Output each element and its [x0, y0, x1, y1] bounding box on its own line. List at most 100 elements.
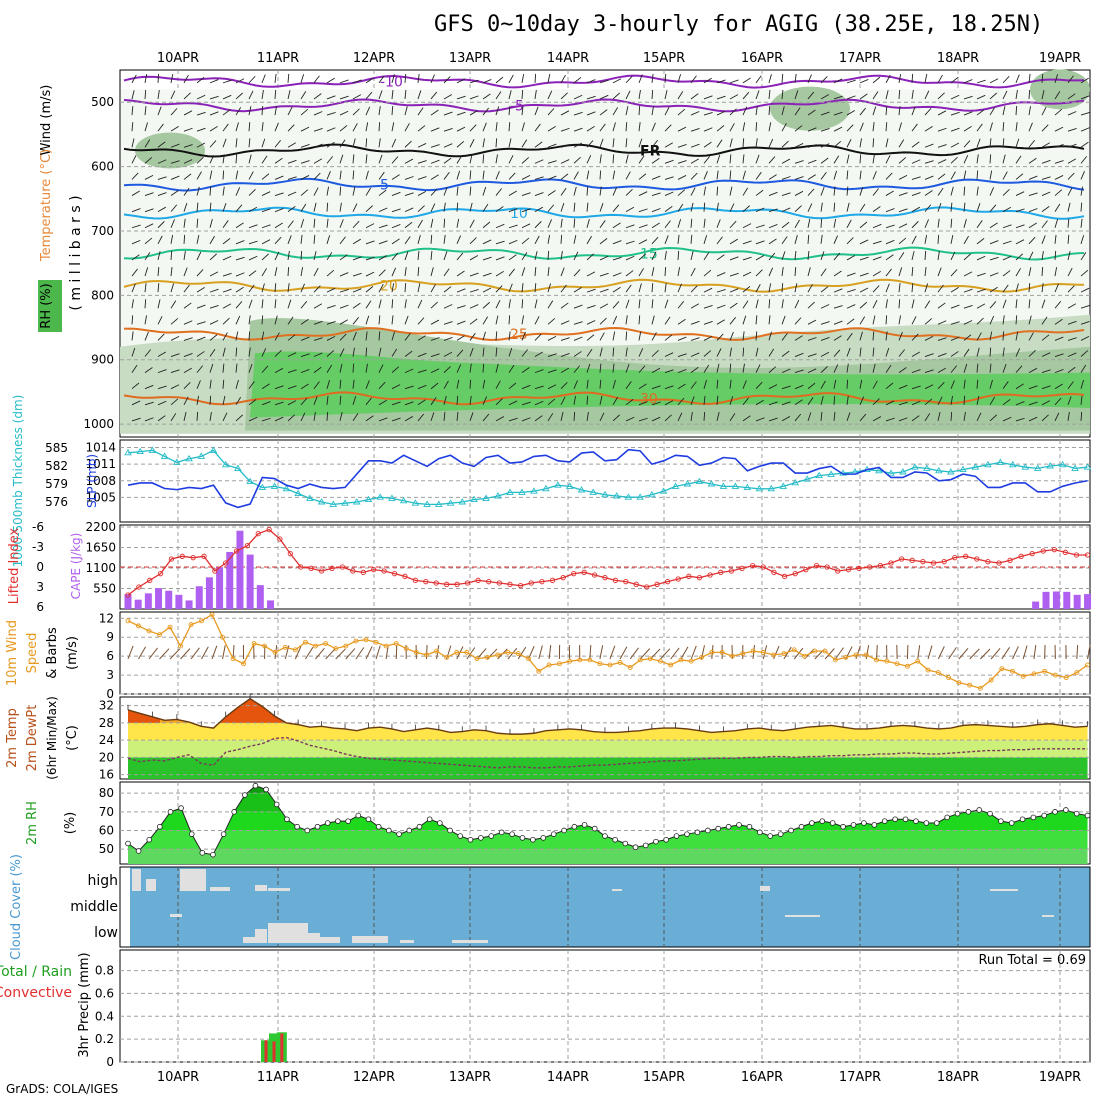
- lifted-tick: -6: [32, 520, 44, 534]
- cloud-high-block: [132, 869, 141, 891]
- rh-point: [673, 833, 680, 839]
- wind-barb: [752, 645, 755, 660]
- wind-barb: [469, 237, 477, 245]
- rh-point: [976, 807, 983, 813]
- wind-barb: [586, 125, 595, 132]
- wind-barb: [417, 235, 421, 244]
- wind-barb: [781, 158, 791, 164]
- wind-barb: [547, 108, 555, 116]
- cloud-middle-block: [170, 914, 182, 917]
- wind-barb: [443, 380, 449, 389]
- wind-barb: [690, 352, 700, 357]
- wind-barb: [586, 253, 594, 261]
- wind-barb: [807, 174, 816, 180]
- wind-barb: [391, 106, 394, 116]
- wind-barb: [560, 159, 570, 164]
- wind-barb: [1015, 239, 1025, 245]
- wind-barb: [612, 107, 619, 116]
- wind-barb: [315, 647, 325, 660]
- lifted-index-point: [433, 580, 439, 586]
- wind-barb: [859, 203, 866, 212]
- wind-barb: [417, 143, 427, 148]
- wind-barb: [768, 122, 772, 132]
- wind-barb: [729, 123, 735, 132]
- wind-barb: [898, 223, 908, 229]
- wind-barb: [495, 122, 498, 132]
- wind-barb: [729, 347, 732, 357]
- wind-barb: [391, 417, 401, 422]
- wind-barb: [989, 222, 998, 229]
- wind-barb: [664, 400, 674, 406]
- wind-barb: [248, 416, 258, 422]
- tick-label: 0.8: [95, 964, 114, 978]
- wind-barb: [716, 254, 725, 261]
- wind-barb: [365, 138, 368, 148]
- wind-barb: [443, 171, 450, 180]
- rh-point: [684, 831, 690, 837]
- wind-barb: [924, 160, 934, 164]
- wind-barb: [586, 202, 589, 212]
- wind-barb: [170, 353, 180, 357]
- wind-barb: [170, 384, 180, 390]
- wind-barb: [209, 271, 219, 277]
- wind-barb: [183, 302, 192, 309]
- thickness-tick: 582: [45, 459, 68, 473]
- thickness-point: [815, 471, 823, 479]
- thickness-point: [565, 482, 574, 489]
- wind-barb: [924, 336, 934, 341]
- date-axis-top: 10APR 11APR 12APR 13APR 14APR 15APR 16APR 17APR…: [157, 51, 1081, 66]
- wind-barb: [872, 223, 882, 229]
- wind-speed-point: [474, 656, 480, 662]
- wind-barb: [521, 384, 531, 390]
- wind-barb: [664, 106, 670, 116]
- wind-barb: [1015, 155, 1022, 164]
- wind-barb: [443, 186, 448, 196]
- wind-speed-point: [843, 654, 849, 660]
- wind-barb: [456, 235, 462, 245]
- wind-barb: [287, 369, 297, 374]
- wind-barb: [508, 106, 511, 116]
- wind-barb: [794, 299, 800, 309]
- wind-speed-point: [424, 652, 429, 658]
- wind-barb: [911, 333, 919, 341]
- wind-barb: [495, 188, 502, 196]
- date-label-top: 15APR: [643, 51, 685, 66]
- wind-barb: [430, 91, 438, 100]
- wind-barb: [300, 383, 309, 390]
- rh-point: [632, 844, 639, 851]
- rh-point: [263, 786, 269, 793]
- wind-barb: [261, 253, 269, 261]
- wind-barb: [469, 79, 479, 84]
- wind-barb: [911, 159, 921, 164]
- wind-barb: [807, 74, 812, 84]
- wind-barb: [183, 267, 188, 277]
- thickness-point: [482, 494, 490, 501]
- wind-barb: [586, 379, 589, 389]
- wind-barb: [1080, 395, 1083, 405]
- wind-barb: [794, 143, 804, 148]
- wind-barb: [1054, 336, 1064, 341]
- wind-barb: [443, 157, 452, 164]
- thickness-point: [530, 487, 538, 494]
- wind-barb: [586, 348, 593, 357]
- wind-barb: [352, 256, 362, 261]
- wind-barb: [300, 397, 308, 406]
- wind-barb: [1015, 208, 1025, 213]
- wind-barb: [1080, 156, 1088, 164]
- wind-barb: [1067, 158, 1077, 164]
- wind-barb: [664, 352, 674, 357]
- wind-barb: [690, 366, 699, 373]
- wind-barb: [677, 397, 685, 406]
- wind-barb: [560, 353, 570, 357]
- wind-barb: [196, 304, 206, 309]
- slp-tick: 1011: [85, 457, 116, 471]
- lifted-axis-label: Lifted Index: [7, 527, 22, 604]
- wind-barb: [144, 223, 154, 229]
- wind-barb: [846, 154, 850, 164]
- wind-barb: [742, 77, 751, 84]
- wind-barb: [170, 108, 178, 116]
- wind-barb: [950, 351, 959, 357]
- wind-barb: [638, 239, 648, 245]
- wind-barb: [313, 320, 323, 325]
- wind-barb: [313, 251, 317, 261]
